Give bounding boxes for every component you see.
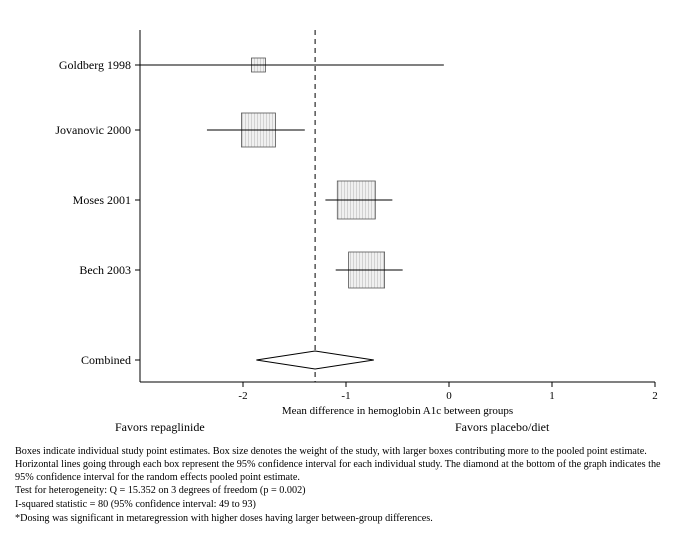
svg-text:Combined: Combined xyxy=(81,353,131,367)
svg-text:1: 1 xyxy=(549,390,555,402)
svg-text:Bech 2003: Bech 2003 xyxy=(79,263,131,277)
favors-left-label: Favors repaglinide xyxy=(115,420,205,435)
svg-text:0: 0 xyxy=(446,390,452,402)
forest-plot: -2 -1 0 1 2 Mean difference in hemoglobin A1c… xyxy=(25,10,665,420)
svg-text:-1: -1 xyxy=(341,390,350,402)
favors-row: Favors repaglinide Favors placebo/diet xyxy=(25,420,665,438)
footnote-desc: Boxes indicate individual study point es… xyxy=(15,446,672,484)
footnote-isq: I-squared statistic = 80 (95% confidence… xyxy=(15,499,672,512)
svg-text:2: 2 xyxy=(652,390,658,402)
svg-text:Mean difference in hemoglobin: Mean difference in hemoglobin A1c betwee… xyxy=(282,405,513,417)
footnote-het: Test for heterogeneity: Q = 15.352 on 3 … xyxy=(15,485,672,498)
forest-plot-svg: -2 -1 0 1 2 Mean difference in hemoglobin A1c… xyxy=(25,10,665,420)
svg-text:Jovanovic 2000: Jovanovic 2000 xyxy=(55,123,131,137)
svg-text:Goldberg 1998: Goldberg 1998 xyxy=(59,58,131,72)
favors-right-label: Favors placebo/diet xyxy=(455,420,549,435)
footnote-dosing: *Dosing was significant in metaregressio… xyxy=(15,513,672,526)
footnotes: Boxes indicate individual study point es… xyxy=(15,446,672,526)
svg-text:-2: -2 xyxy=(238,390,247,402)
page: -2 -1 0 1 2 Mean difference in hemoglobin A1c… xyxy=(0,0,687,545)
svg-text:Moses 2001: Moses 2001 xyxy=(73,193,131,207)
